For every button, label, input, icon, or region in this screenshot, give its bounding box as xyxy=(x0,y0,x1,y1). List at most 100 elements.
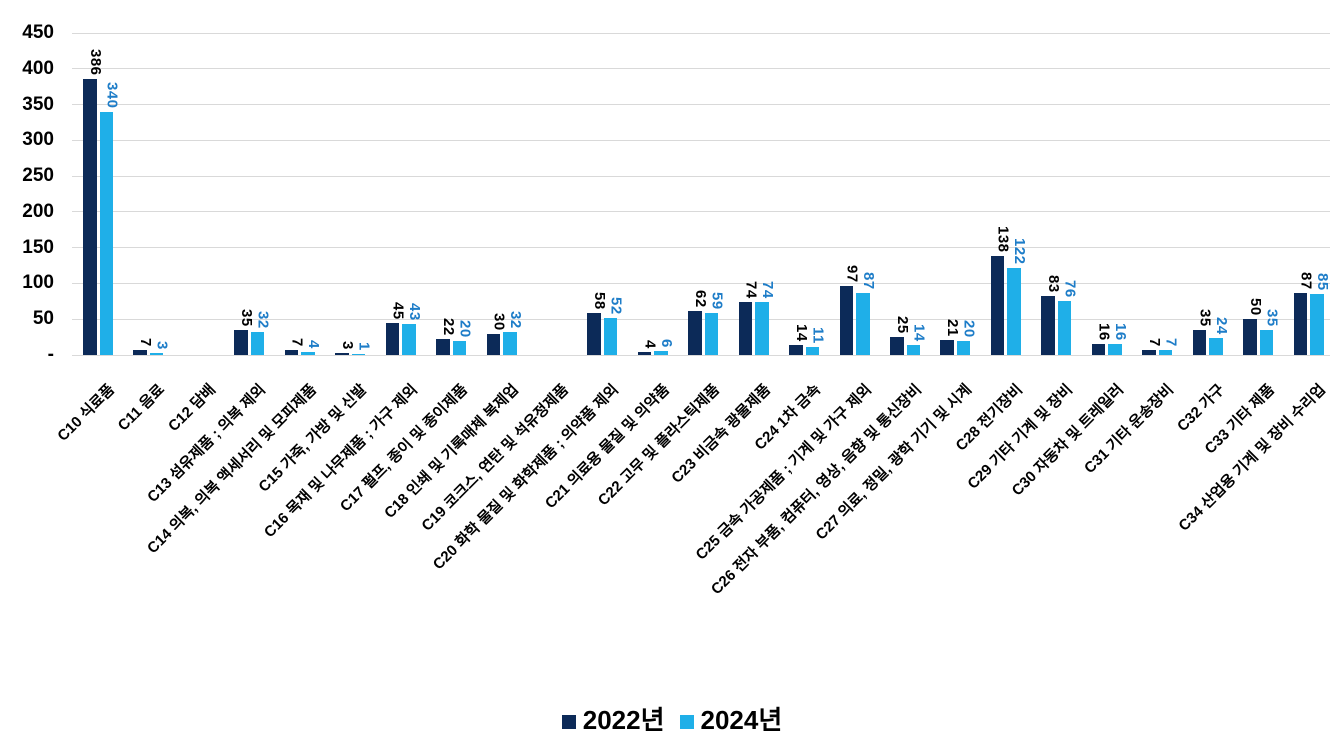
bar-2024년-32 xyxy=(1209,338,1223,355)
bar-2022년-25 xyxy=(839,286,854,355)
bar-2022년-28 xyxy=(990,256,1005,355)
value-label-2024년: 59 xyxy=(708,292,726,310)
value-label-2024년: 85 xyxy=(1313,273,1331,291)
y-axis-tick-label: 200 xyxy=(22,200,54,222)
bar-2022년-18 xyxy=(486,334,501,355)
bar-2024년-34 xyxy=(1310,294,1324,355)
bar-2022년-14 xyxy=(284,350,299,355)
gridline xyxy=(72,282,1330,284)
bar-2024년-33 xyxy=(1259,330,1274,355)
bar-2022년-26 xyxy=(890,337,904,355)
value-label-2024년: 32 xyxy=(254,311,272,329)
bar-2022년-33 xyxy=(1243,319,1257,355)
bar-2022년-21 xyxy=(637,352,652,355)
legend-item-2022: 2022년 xyxy=(561,705,665,735)
value-label-2024년: 20 xyxy=(456,320,474,338)
bar-2024년-28 xyxy=(1007,268,1021,355)
legend-item-2024: 2024년 xyxy=(679,705,783,735)
value-label-2022년: 138 xyxy=(994,226,1012,253)
value-label-2022년: 35 xyxy=(1196,309,1214,327)
bar-2024년-11 xyxy=(149,353,164,355)
bar-2022년-16 xyxy=(385,323,400,355)
bar-2022년-27 xyxy=(940,340,954,355)
gridline xyxy=(72,354,1330,356)
value-label-2022년: 22 xyxy=(439,318,457,336)
y-axis-tick-label: 300 xyxy=(22,129,54,151)
bar-2022년-13 xyxy=(234,330,248,355)
value-label-2022년: 87 xyxy=(1297,272,1315,290)
value-label-2022년: 21 xyxy=(944,319,962,337)
legend-label-2022: 2022년 xyxy=(582,705,665,735)
bar-2024년-16 xyxy=(402,324,416,355)
bar-2022년-23 xyxy=(738,302,753,355)
bar-2024년-25 xyxy=(856,293,870,355)
value-label-2022년: 16 xyxy=(1095,323,1113,341)
bar-2024년-26 xyxy=(906,345,921,355)
bar-2022년-34 xyxy=(1293,293,1308,355)
value-label-2022년: 58 xyxy=(591,292,609,310)
value-label-2022년: 97 xyxy=(843,265,861,283)
bar-2024년-22 xyxy=(704,313,719,355)
bar-2024년-27 xyxy=(956,341,971,355)
gridline xyxy=(72,104,1330,106)
bar-2024년-15 xyxy=(351,354,366,355)
y-axis-tick-label: 50 xyxy=(32,308,54,330)
value-label-2024년: 35 xyxy=(1263,309,1281,327)
value-label-2022년: 74 xyxy=(742,281,760,299)
bar-2024년-17 xyxy=(452,341,467,355)
value-label-2024년: 3 xyxy=(153,341,171,350)
value-label-2022년: 3 xyxy=(338,341,356,350)
bar-2024년-13 xyxy=(250,332,265,355)
value-label-2024년: 1 xyxy=(355,342,373,351)
bar-2024년-14 xyxy=(301,352,315,355)
bar-2024년-21 xyxy=(654,351,668,355)
value-label-2024년: 6 xyxy=(658,339,676,348)
bar-2022년-15 xyxy=(335,353,349,355)
y-axis-tick-label: 400 xyxy=(22,57,54,79)
gridline xyxy=(72,139,1330,141)
value-label-2024년: 24 xyxy=(1212,317,1230,335)
bar-2024년-31 xyxy=(1158,350,1173,355)
y-axis-tick-label: 450 xyxy=(22,22,54,43)
bar-2022년-17 xyxy=(436,339,450,355)
value-label-2024년: 32 xyxy=(506,311,524,329)
value-label-2022년: 83 xyxy=(1045,275,1063,293)
bar-2022년-29 xyxy=(1041,296,1055,355)
legend-label-2024: 2024년 xyxy=(700,705,783,735)
value-label-2024년: 87 xyxy=(859,272,877,290)
y-axis-tick-label: - xyxy=(47,344,54,365)
value-label-2024년: 340 xyxy=(103,82,121,109)
y-axis-tick-label: 350 xyxy=(22,93,54,115)
legend-swatch-2024 xyxy=(679,714,694,729)
value-label-2024년: 122 xyxy=(1011,238,1029,265)
gridline xyxy=(72,247,1330,249)
y-axis-tick-label: 100 xyxy=(22,272,54,294)
legend-swatch-2022 xyxy=(561,714,576,729)
value-label-2024년: 4 xyxy=(305,340,322,349)
value-label-2022년: 35 xyxy=(238,309,256,327)
bar-2024년-24 xyxy=(805,347,820,355)
value-label-2022년: 7 xyxy=(137,338,155,347)
bar-2024년-29 xyxy=(1057,301,1072,355)
bar-2022년-10 xyxy=(83,79,97,355)
gridline xyxy=(72,175,1330,177)
value-label-2022년: 62 xyxy=(692,290,710,308)
bar-2024년-30 xyxy=(1108,344,1122,355)
bar-2024년-20 xyxy=(603,318,618,355)
bar-2022년-20 xyxy=(587,313,601,355)
legend: 2022년 2024년 xyxy=(0,700,1344,740)
bar-2024년-18 xyxy=(503,332,517,355)
y-axis-tick-label: 150 xyxy=(22,236,54,258)
value-label-2022년: 7 xyxy=(1145,338,1163,347)
bar-2022년-11 xyxy=(133,350,147,355)
gridline xyxy=(72,68,1330,70)
bar-2022년-24 xyxy=(789,345,803,355)
value-label-2024년: 11 xyxy=(809,327,827,344)
value-label-2022년: 4 xyxy=(641,340,659,349)
gridline xyxy=(72,211,1330,213)
value-label-2022년: 7 xyxy=(288,338,306,347)
value-label-2022년: 386 xyxy=(86,49,104,76)
value-label-2024년: 76 xyxy=(1061,280,1079,298)
bar-2022년-31 xyxy=(1142,350,1156,355)
